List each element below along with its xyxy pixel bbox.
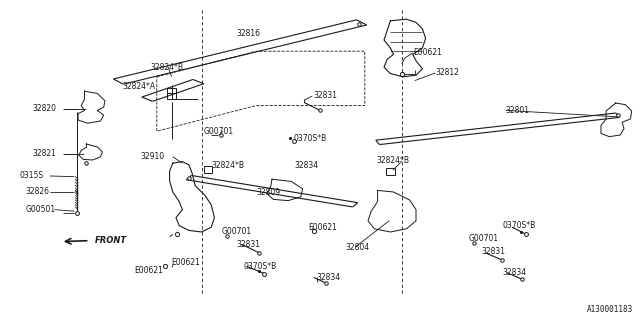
Text: G00701: G00701 [222, 227, 252, 236]
Text: 32834: 32834 [317, 273, 341, 282]
Text: E00621: E00621 [413, 48, 442, 57]
Text: 32824*B: 32824*B [150, 63, 184, 72]
Text: E00621: E00621 [134, 266, 163, 275]
Text: 32821: 32821 [32, 149, 56, 158]
Text: G00701: G00701 [204, 127, 234, 136]
Bar [166, 93, 177, 99]
Text: FRONT: FRONT [95, 236, 127, 245]
Text: G00501: G00501 [26, 205, 56, 214]
Bar [166, 88, 177, 93]
Text: G00701: G00701 [468, 234, 499, 243]
Text: 32824*A: 32824*A [123, 82, 156, 91]
Text: 0370S*B: 0370S*B [293, 134, 326, 143]
Text: 32831: 32831 [314, 92, 338, 100]
Text: 32824*B: 32824*B [376, 156, 410, 165]
Text: E00621: E00621 [172, 258, 200, 267]
Text: 32834: 32834 [294, 161, 319, 170]
Text: 32820: 32820 [32, 104, 56, 113]
Bar [386, 168, 395, 175]
Bar [204, 166, 212, 173]
Text: 32834: 32834 [502, 268, 527, 277]
Text: A130001183: A130001183 [588, 305, 634, 314]
Text: 0315S: 0315S [19, 172, 44, 180]
Text: 32816: 32816 [237, 29, 261, 38]
Text: 32804: 32804 [346, 243, 370, 252]
Text: 32801: 32801 [506, 106, 530, 115]
Text: 32824*B: 32824*B [211, 161, 244, 170]
Text: 32831: 32831 [481, 247, 506, 256]
Text: 0370S*B: 0370S*B [243, 262, 276, 271]
Text: 32812: 32812 [435, 68, 459, 77]
Text: 32826: 32826 [26, 188, 50, 196]
Text: 32831: 32831 [237, 240, 261, 249]
Text: 32910: 32910 [141, 152, 165, 161]
Text: 32809: 32809 [256, 188, 280, 197]
Text: 0370S*B: 0370S*B [502, 221, 536, 230]
Text: E00621: E00621 [308, 223, 337, 232]
